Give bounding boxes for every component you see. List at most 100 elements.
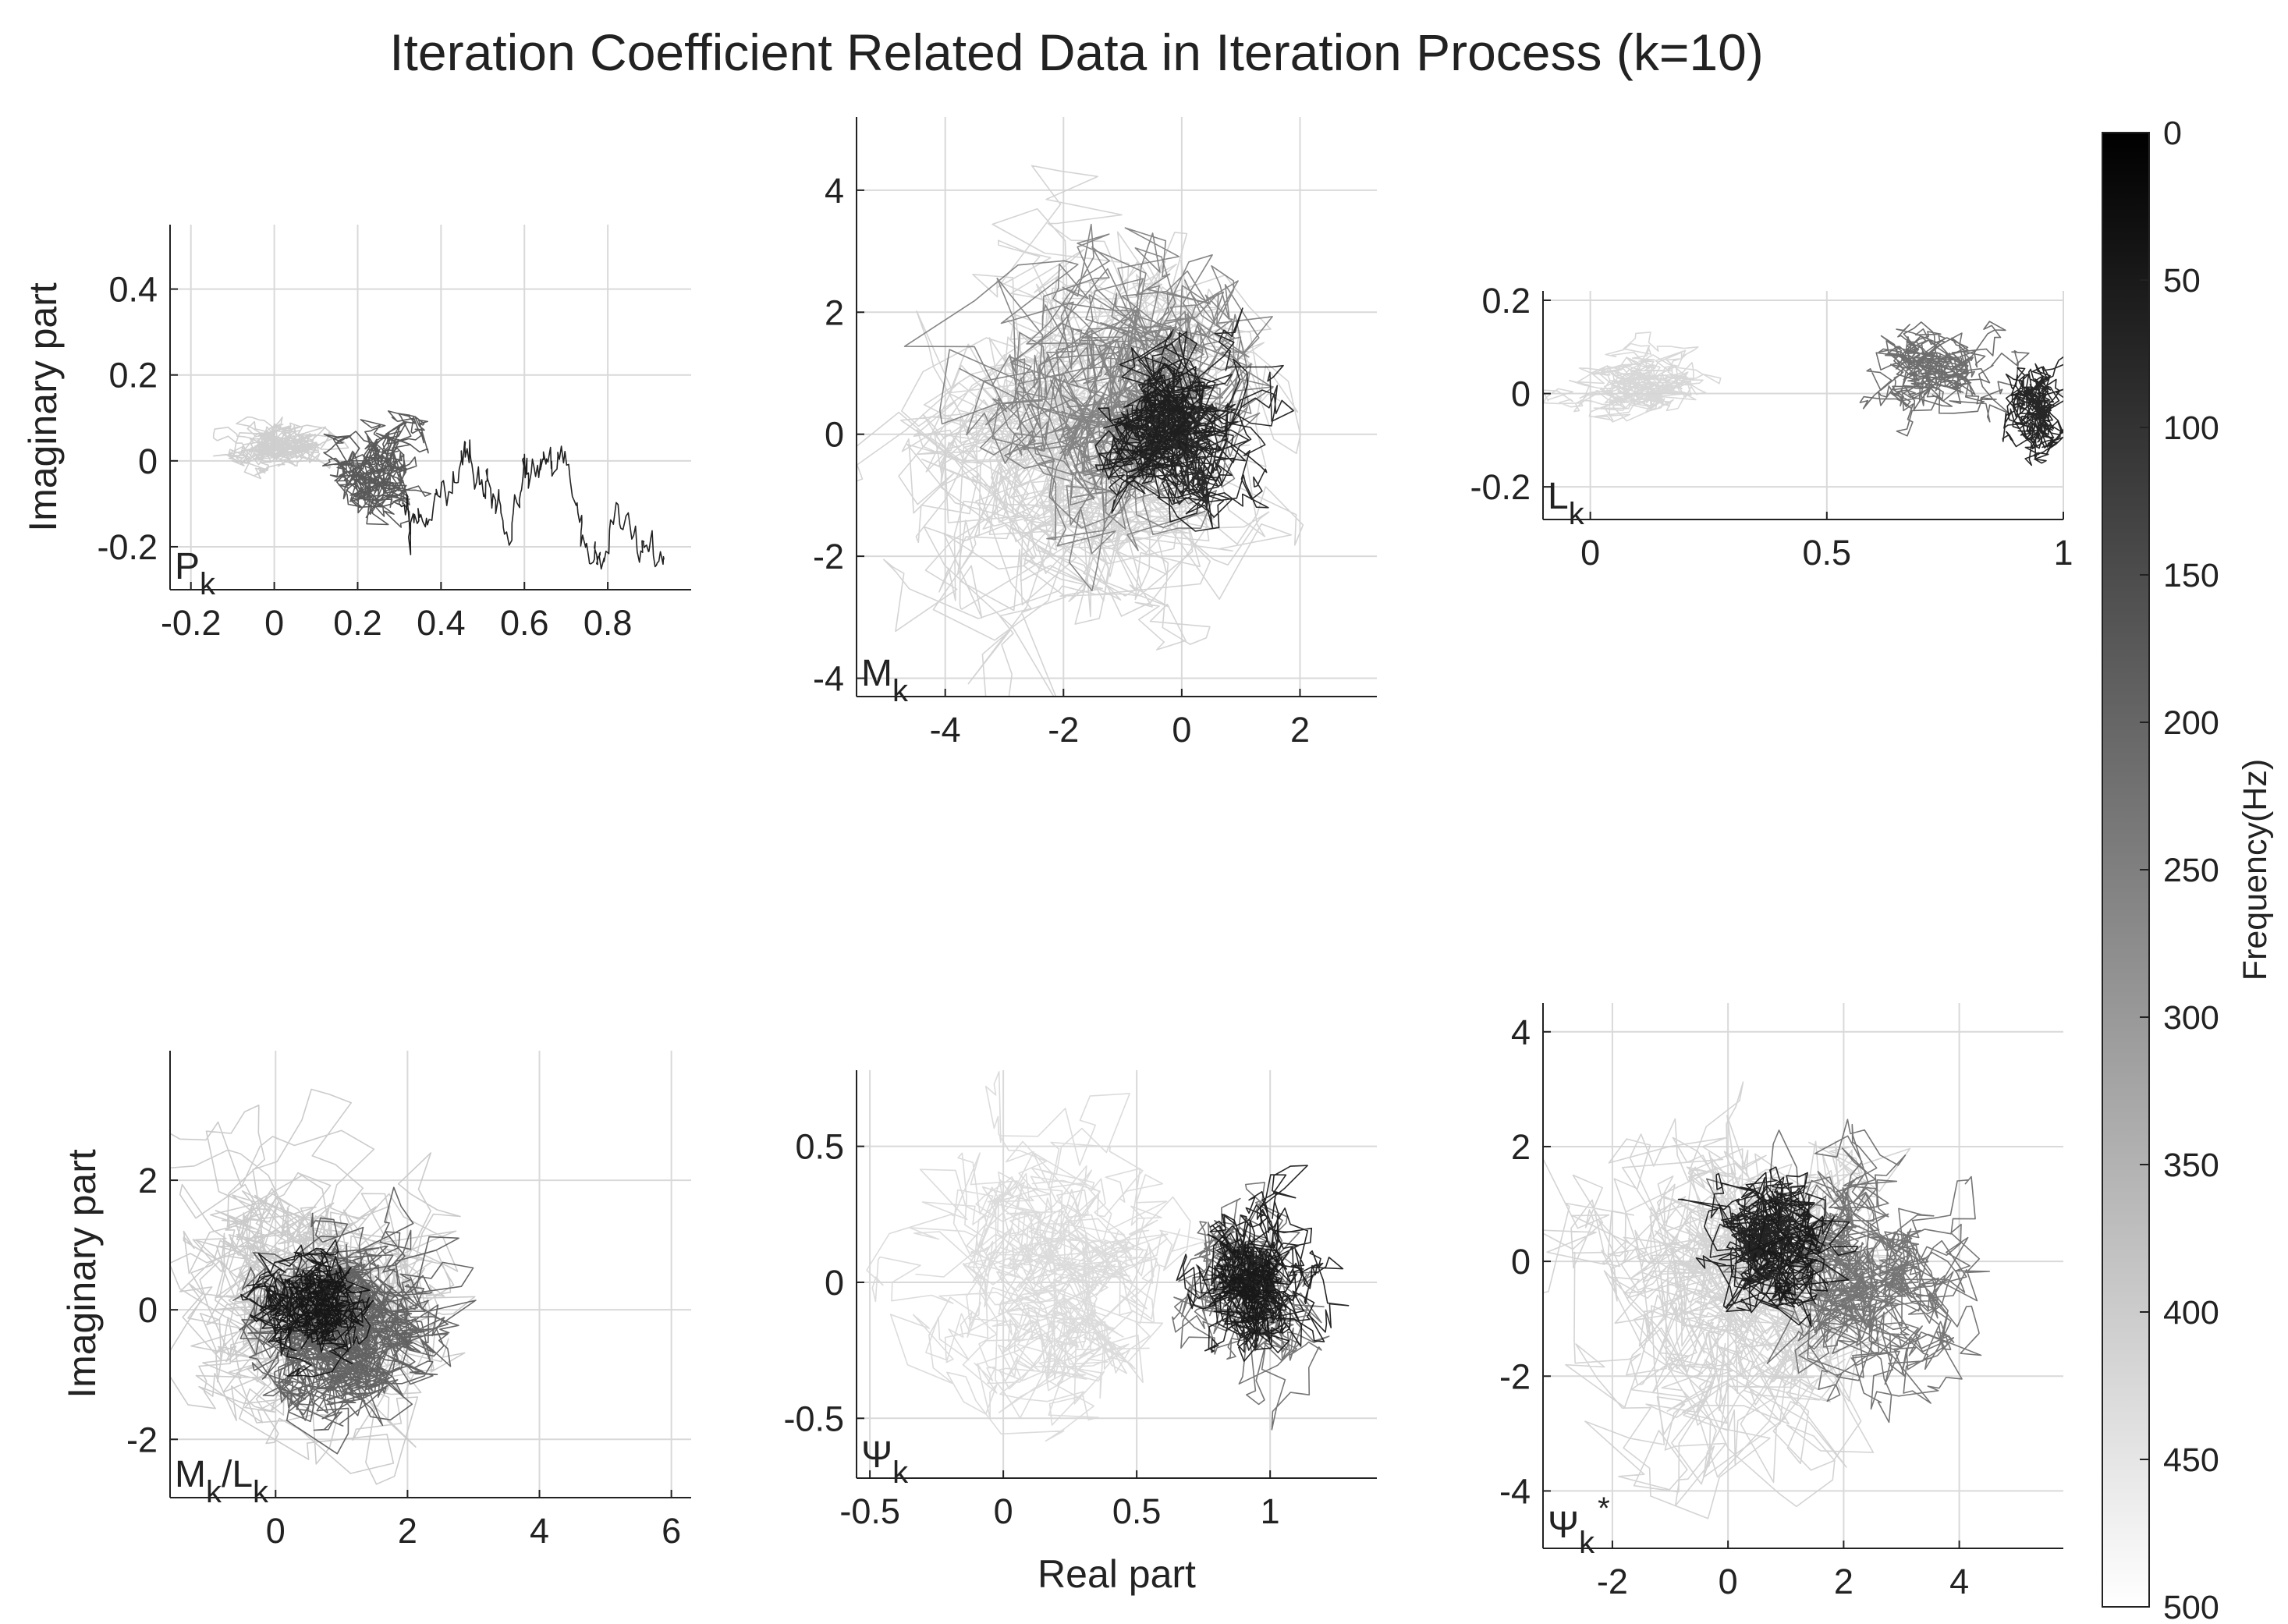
- x-tick-label: 0: [994, 1491, 1013, 1531]
- x-tick-label: -0.5: [839, 1491, 900, 1531]
- colorbar-tick-label: 250: [2163, 852, 2219, 889]
- panel-label-main: M: [861, 653, 892, 694]
- colorbar-tick-label: 450: [2163, 1441, 2219, 1479]
- y-tick-label: -4: [813, 659, 844, 699]
- panel-label-sub: k: [200, 567, 216, 601]
- data-traces: [1543, 1081, 1991, 1519]
- panel-label: Mk: [861, 653, 909, 708]
- y-tick-label: 0.4: [108, 270, 158, 310]
- colorbar-tick-label: 400: [2163, 1294, 2219, 1331]
- x-tick-label: 2: [1290, 710, 1310, 750]
- x-tick-label: 6: [662, 1511, 681, 1551]
- x-tick-label: 0: [266, 1511, 286, 1551]
- series-trace: [2002, 356, 2063, 466]
- panel-label-main: /L: [222, 1454, 253, 1495]
- panel-label-sub: k: [1569, 497, 1585, 531]
- y-tick-label: 0: [1511, 1242, 1531, 1282]
- x-tick-label: 0.8: [584, 603, 633, 643]
- series-trace: [1543, 332, 1722, 423]
- colorbar-tick-label: 200: [2163, 704, 2219, 742]
- x-tick-label: 0.5: [1803, 533, 1852, 573]
- series-trace: [1172, 1182, 1330, 1431]
- series-trace: [866, 1071, 1208, 1442]
- data-traces: [866, 1071, 1350, 1442]
- panel-label-sub: k: [1579, 1526, 1595, 1560]
- panel-P: -0.2 0 0.2 0.4 0.6 0.8 -0.2 0 0.2 0.4 Pk Imaginary …: [21, 225, 691, 643]
- y-tick-label: 4: [825, 171, 844, 211]
- y-tick-label: 0: [825, 415, 844, 455]
- panel-label-sup: *: [1598, 1491, 1610, 1526]
- colorbar-tick-label: 0: [2163, 115, 2182, 152]
- series-trace: [399, 439, 665, 570]
- series-trace: [1677, 1166, 1859, 1328]
- panel-label-main: L: [1548, 476, 1569, 517]
- y-tick-label: 0: [1511, 374, 1531, 414]
- data-traces: [170, 1088, 477, 1485]
- x-tick-label: 4: [1949, 1562, 1969, 1601]
- y-tick-label: 0.5: [795, 1127, 844, 1167]
- y-tick-label: 2: [825, 293, 844, 332]
- series-trace: [1543, 1081, 1911, 1519]
- panel-label-main: Ψ: [1548, 1505, 1579, 1546]
- x-tick-label: 4: [530, 1511, 549, 1551]
- x-tick-label: -2: [1048, 710, 1079, 750]
- panel-label: Mk/Lk: [175, 1454, 269, 1509]
- data-traces: [1543, 321, 2063, 466]
- y-tick-label: 0.2: [1481, 281, 1531, 321]
- panel-label-main: P: [175, 546, 200, 587]
- series-trace: [1859, 321, 2030, 437]
- panel-M: -4 -2 0 2 -4 -2 0 2 4 Mk: [813, 117, 1377, 750]
- panel-label-main: Ψ: [861, 1434, 892, 1476]
- series-trace: [322, 410, 432, 528]
- x-tick-label: -0.2: [161, 603, 222, 643]
- y-tick-label: 4: [1511, 1012, 1531, 1052]
- colorbar-tick-label: 350: [2163, 1147, 2219, 1184]
- panel-label-main: M: [175, 1454, 206, 1495]
- x-tick-label: 0.2: [333, 603, 382, 643]
- panel-label: Pk: [175, 546, 216, 601]
- panel-label-sub: k: [253, 1475, 269, 1509]
- chart-title: Iteration Coefficient Related Data in It…: [389, 23, 1764, 81]
- panel-label-sub: k: [206, 1475, 222, 1509]
- y-tick-label: -2: [126, 1420, 158, 1459]
- x-tick-label: 0: [1719, 1562, 1738, 1601]
- y-tick-label: -0.2: [97, 527, 158, 567]
- x-tick-label: 1: [1261, 1491, 1280, 1531]
- x-tick-label: 0: [264, 603, 284, 643]
- y-tick-label: -4: [1499, 1471, 1531, 1511]
- colorbar-tick-label: 500: [2163, 1589, 2219, 1624]
- data-traces: [212, 410, 665, 570]
- panel-label-sub: k: [892, 1456, 909, 1490]
- y-tick-label: -2: [1499, 1356, 1531, 1396]
- y-axis-label: Imaginary part: [60, 1149, 104, 1399]
- x-tick-label: 0.4: [417, 603, 466, 643]
- panel-label: Ψk*: [1548, 1491, 1610, 1560]
- panel-PsiConj: -2 0 2 4 -4 -2 0 2 4 Ψk*: [1499, 1003, 2063, 1601]
- y-tick-label: -2: [813, 537, 844, 576]
- x-tick-label: 0.6: [500, 603, 549, 643]
- x-tick-label: 0.5: [1112, 1491, 1162, 1531]
- y-axis-label: Imaginary part: [21, 282, 65, 532]
- y-tick-label: 2: [138, 1161, 158, 1200]
- x-tick-label: -4: [930, 710, 961, 750]
- panel-label-sub: k: [892, 674, 909, 708]
- x-tick-label: 0: [1172, 710, 1191, 750]
- panel-label: Lk: [1548, 476, 1585, 531]
- panel-MoverL: 0 2 4 6 -2 0 2 Mk/Lk Imaginary part: [60, 1051, 691, 1551]
- panel-Psi: -0.5 0 0.5 1 -0.5 0 0.5 Ψk Real part: [783, 1070, 1377, 1596]
- colorbar-tick-label: 150: [2163, 557, 2219, 594]
- panels: -0.2 0 0.2 0.4 0.6 0.8 -0.2 0 0.2 0.4 Pk Imaginary …: [21, 117, 2073, 1601]
- panel-L: 0 0.5 1 -0.2 0 0.2 Lk: [1470, 281, 2073, 573]
- y-tick-label: 0: [825, 1263, 844, 1303]
- series-trace: [1705, 1119, 1991, 1424]
- colorbar-tick-label: 300: [2163, 999, 2219, 1037]
- x-tick-label: 1: [2053, 533, 2073, 573]
- y-tick-label: -0.2: [1470, 467, 1531, 507]
- y-tick-label: 0: [138, 1290, 158, 1330]
- y-tick-label: 0: [138, 441, 158, 481]
- y-tick-label: 0.2: [108, 356, 158, 395]
- series-trace: [1176, 1165, 1350, 1362]
- data-traces: [857, 165, 1304, 697]
- x-tick-label: -2: [1597, 1562, 1628, 1601]
